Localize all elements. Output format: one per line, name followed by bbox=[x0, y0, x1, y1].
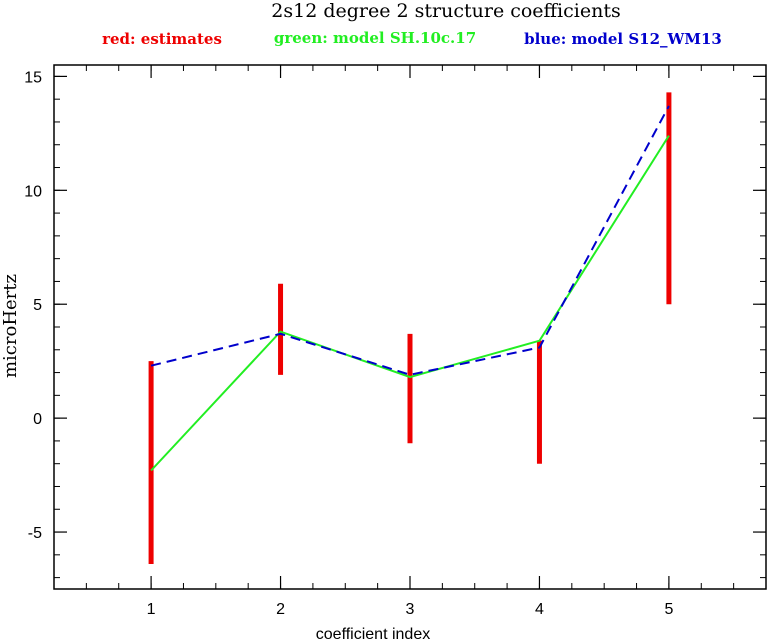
minor-ticks bbox=[53, 65, 767, 589]
y-axis-label: microHertz bbox=[0, 274, 21, 378]
y-tick-label: 10 bbox=[24, 183, 42, 200]
y-tick-label: 0 bbox=[33, 411, 42, 428]
series-line-s12wm13 bbox=[150, 105, 670, 376]
x-axis-label: coefficient index bbox=[316, 626, 430, 641]
x-tick-label: 1 bbox=[147, 601, 156, 618]
x-tick-label: 2 bbox=[276, 601, 285, 618]
model-series bbox=[150, 105, 670, 472]
x-tick-label: 3 bbox=[406, 601, 415, 618]
x-tick-label: 5 bbox=[664, 601, 673, 618]
legend-model-sh10c17: green: model SH.10c.17 bbox=[274, 29, 476, 47]
estimate-error-bars bbox=[148, 92, 672, 564]
x-tick-labels: 1 2 3 4 5 bbox=[147, 601, 674, 618]
series-line-sh10c17 bbox=[150, 135, 670, 472]
legend-model-s12wm13: blue: model S12_WM13 bbox=[524, 30, 722, 48]
y-tick-label: 5 bbox=[33, 297, 42, 314]
y-tick-label: 15 bbox=[24, 69, 42, 86]
legend-estimates: red: estimates bbox=[102, 30, 222, 48]
plot-frame bbox=[53, 64, 767, 590]
y-tick-label: -5 bbox=[28, 525, 42, 542]
y-tick-labels: -5 0 5 10 15 bbox=[24, 69, 42, 542]
x-tick-label: 4 bbox=[535, 601, 544, 618]
major-ticks bbox=[54, 65, 766, 589]
chart-title: 2s12 degree 2 structure coefficients bbox=[271, 0, 620, 22]
